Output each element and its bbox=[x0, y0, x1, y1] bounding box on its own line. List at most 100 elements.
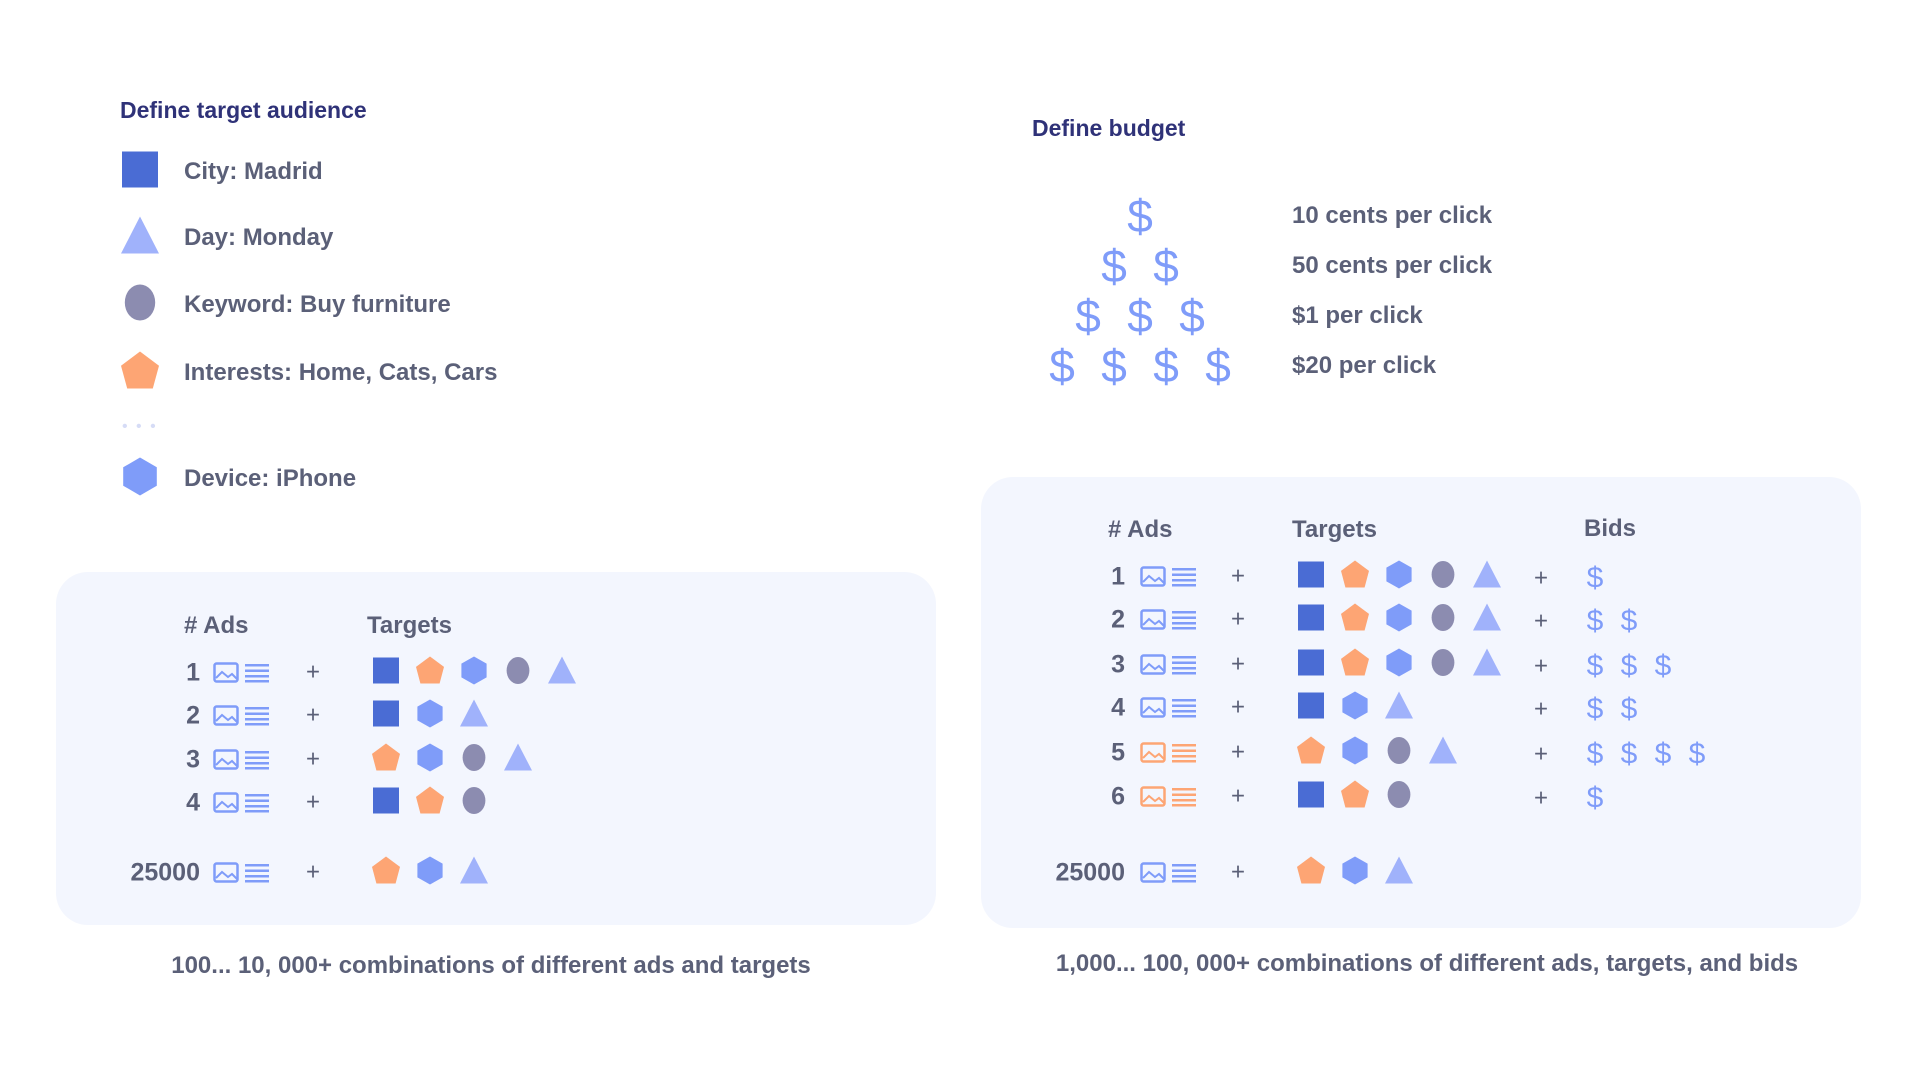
plus-sign: + bbox=[305, 658, 321, 686]
dollar-icon: $ bbox=[1586, 781, 1604, 815]
legend-label: Interests: Home, Cats, Cars bbox=[184, 359, 498, 386]
right-footer: 1,000... 100, 000+ combinations of diffe… bbox=[1055, 950, 1799, 977]
ads-targets-bids-panel bbox=[981, 477, 1861, 928]
hexagon-icon bbox=[1384, 603, 1414, 638]
plus-sign: + bbox=[305, 788, 321, 816]
legend-label: Day: Monday bbox=[184, 224, 334, 251]
pentagon-icon bbox=[1340, 780, 1370, 815]
budget-label: $1 per click bbox=[1292, 302, 1423, 329]
hexagon-icon bbox=[1340, 736, 1370, 771]
dollar-icon: $ bbox=[1179, 290, 1205, 342]
ad-count: 5 bbox=[1111, 738, 1125, 767]
dollar-icon: $ bbox=[1620, 649, 1638, 683]
triangle-icon bbox=[1384, 691, 1414, 726]
dollar-icon: $ bbox=[1620, 692, 1638, 726]
dollar-icon: $ bbox=[1586, 561, 1604, 595]
hexagon-icon bbox=[415, 743, 445, 778]
dollar-icon: $ bbox=[1101, 240, 1127, 292]
ad-creative-icon bbox=[213, 705, 269, 732]
pentagon-icon bbox=[1340, 603, 1370, 638]
triangle-icon bbox=[459, 856, 489, 891]
plus-sign: + bbox=[1533, 695, 1549, 723]
dollar-icon: $ bbox=[1586, 604, 1604, 638]
plus-sign: + bbox=[1533, 607, 1549, 635]
plus-sign: + bbox=[1230, 782, 1246, 810]
ad-count: 2 bbox=[1111, 605, 1125, 634]
dollar-icon: $ bbox=[1654, 649, 1672, 683]
square-icon bbox=[371, 786, 401, 821]
ad-creative-icon bbox=[1140, 566, 1196, 593]
left-header-targets: Targets bbox=[367, 612, 452, 639]
left-footer: 100... 10, 000+ combinations of differen… bbox=[171, 952, 811, 979]
plus-sign: + bbox=[305, 701, 321, 729]
square-icon bbox=[371, 699, 401, 734]
hexagon-icon bbox=[1384, 560, 1414, 595]
plus-sign: + bbox=[1230, 562, 1246, 590]
dollar-icon: $ bbox=[1586, 737, 1604, 771]
dollar-icon: $ bbox=[1654, 737, 1672, 771]
hexagon-icon bbox=[415, 699, 445, 734]
triangle-icon bbox=[1472, 603, 1502, 638]
square-icon bbox=[371, 656, 401, 691]
square-icon bbox=[1296, 691, 1326, 726]
ad-count: 4 bbox=[186, 788, 200, 817]
triangle-icon bbox=[1384, 856, 1414, 891]
budget-label: 10 cents per click bbox=[1292, 202, 1493, 229]
pentagon-icon bbox=[120, 351, 160, 396]
ad-creative-icon bbox=[213, 862, 269, 889]
ad-count: 25000 bbox=[130, 858, 200, 887]
plus-sign: + bbox=[1533, 740, 1549, 768]
ad-creative-icon bbox=[213, 749, 269, 776]
pentagon-icon bbox=[371, 743, 401, 778]
hexagon-icon bbox=[1384, 648, 1414, 683]
ad-count: 3 bbox=[1111, 650, 1125, 679]
ad-creative-icon bbox=[1140, 654, 1196, 681]
ad-creative-icon bbox=[1140, 742, 1196, 769]
triangle-icon bbox=[1472, 648, 1502, 683]
hexagon-icon bbox=[1340, 691, 1370, 726]
plus-sign: + bbox=[1230, 650, 1246, 678]
square-icon bbox=[1296, 603, 1326, 638]
circle-icon bbox=[459, 786, 489, 821]
ad-count: 1 bbox=[186, 658, 200, 687]
circle-icon bbox=[1428, 648, 1458, 683]
triangle-icon bbox=[503, 743, 533, 778]
circle-icon bbox=[503, 656, 533, 691]
ad-creative-icon bbox=[213, 662, 269, 689]
plus-sign: + bbox=[1230, 858, 1246, 886]
triangle-icon bbox=[1472, 560, 1502, 595]
legend-label: Device: iPhone bbox=[184, 465, 357, 492]
ad-creative-icon bbox=[1140, 862, 1196, 889]
hexagon-icon bbox=[415, 856, 445, 891]
circle-icon bbox=[1428, 603, 1458, 638]
plus-sign: + bbox=[1533, 652, 1549, 680]
ad-count: 4 bbox=[1111, 693, 1125, 722]
plus-sign: + bbox=[1230, 693, 1246, 721]
circle-icon bbox=[1384, 736, 1414, 771]
ad-count: 6 bbox=[1111, 782, 1125, 811]
dollar-icon: $ bbox=[1620, 604, 1638, 638]
dollar-icon: $ bbox=[1586, 649, 1604, 683]
plus-sign: + bbox=[1230, 605, 1246, 633]
dollar-icon: $ bbox=[1688, 737, 1706, 771]
right-header-targets: Targets bbox=[1292, 516, 1377, 543]
ad-creative-icon bbox=[1140, 786, 1196, 813]
circle-icon bbox=[120, 283, 160, 328]
pentagon-icon bbox=[1340, 560, 1370, 595]
pentagon-icon bbox=[371, 856, 401, 891]
dollar-icon: $ bbox=[1049, 340, 1075, 392]
plus-sign: + bbox=[305, 745, 321, 773]
ad-count: 1 bbox=[1111, 562, 1125, 591]
dollar-icon: $ bbox=[1620, 737, 1638, 771]
circle-icon bbox=[459, 743, 489, 778]
budget-label: $20 per click bbox=[1292, 352, 1437, 379]
triangle-icon bbox=[1428, 736, 1458, 771]
square-icon bbox=[1296, 648, 1326, 683]
legend-label: City: Madrid bbox=[184, 158, 323, 185]
ad-count: 2 bbox=[186, 701, 200, 730]
square-icon bbox=[120, 150, 160, 195]
square-icon bbox=[1296, 780, 1326, 815]
dollar-icon: $ bbox=[1205, 340, 1231, 392]
hexagon-icon bbox=[120, 457, 160, 502]
left-header-ads: # Ads bbox=[184, 612, 249, 639]
